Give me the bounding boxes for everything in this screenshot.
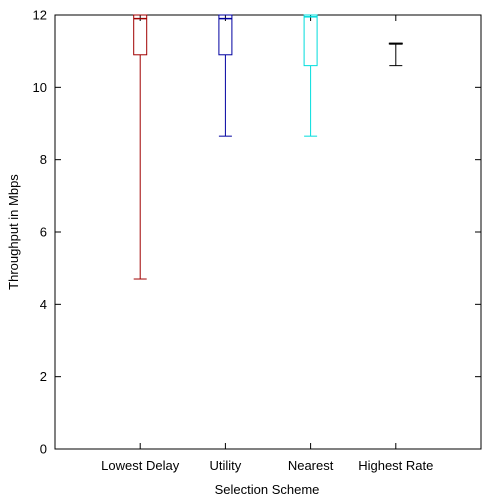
- y-axis: 0 2 4 6 8 10 12: [33, 8, 481, 457]
- x-tick-label: Lowest Delay: [101, 458, 180, 473]
- y-tick-label: 2: [40, 369, 47, 384]
- x-axis-title: Selection Scheme: [215, 482, 320, 497]
- box-iqr: [133, 14, 148, 56]
- y-tick-label: 0: [40, 442, 47, 457]
- x-tick-label: Utility: [210, 458, 242, 473]
- box-lowest-delay: [133, 14, 148, 280]
- y-tick-label: 12: [33, 8, 47, 23]
- plot-frame: [54, 14, 482, 450]
- box-iqr: [218, 14, 233, 56]
- box-iqr: [303, 14, 318, 67]
- x-tick-label: Nearest: [288, 458, 334, 473]
- plot-border: [54, 14, 482, 450]
- box-series: [133, 14, 403, 280]
- y-axis-title: Throughput in Mbps: [6, 174, 21, 290]
- x-tick-label: Highest Rate: [358, 458, 433, 473]
- box-highest-rate: [388, 42, 403, 67]
- y-tick-label: 8: [40, 152, 47, 167]
- y-tick-label: 4: [40, 297, 47, 312]
- box-utility: [218, 14, 233, 137]
- y-tick-label: 10: [33, 80, 47, 95]
- y-tick-label: 6: [40, 225, 47, 240]
- box-nearest: [303, 14, 318, 137]
- x-axis: Lowest Delay Utility Nearest Highest Rate: [101, 15, 433, 473]
